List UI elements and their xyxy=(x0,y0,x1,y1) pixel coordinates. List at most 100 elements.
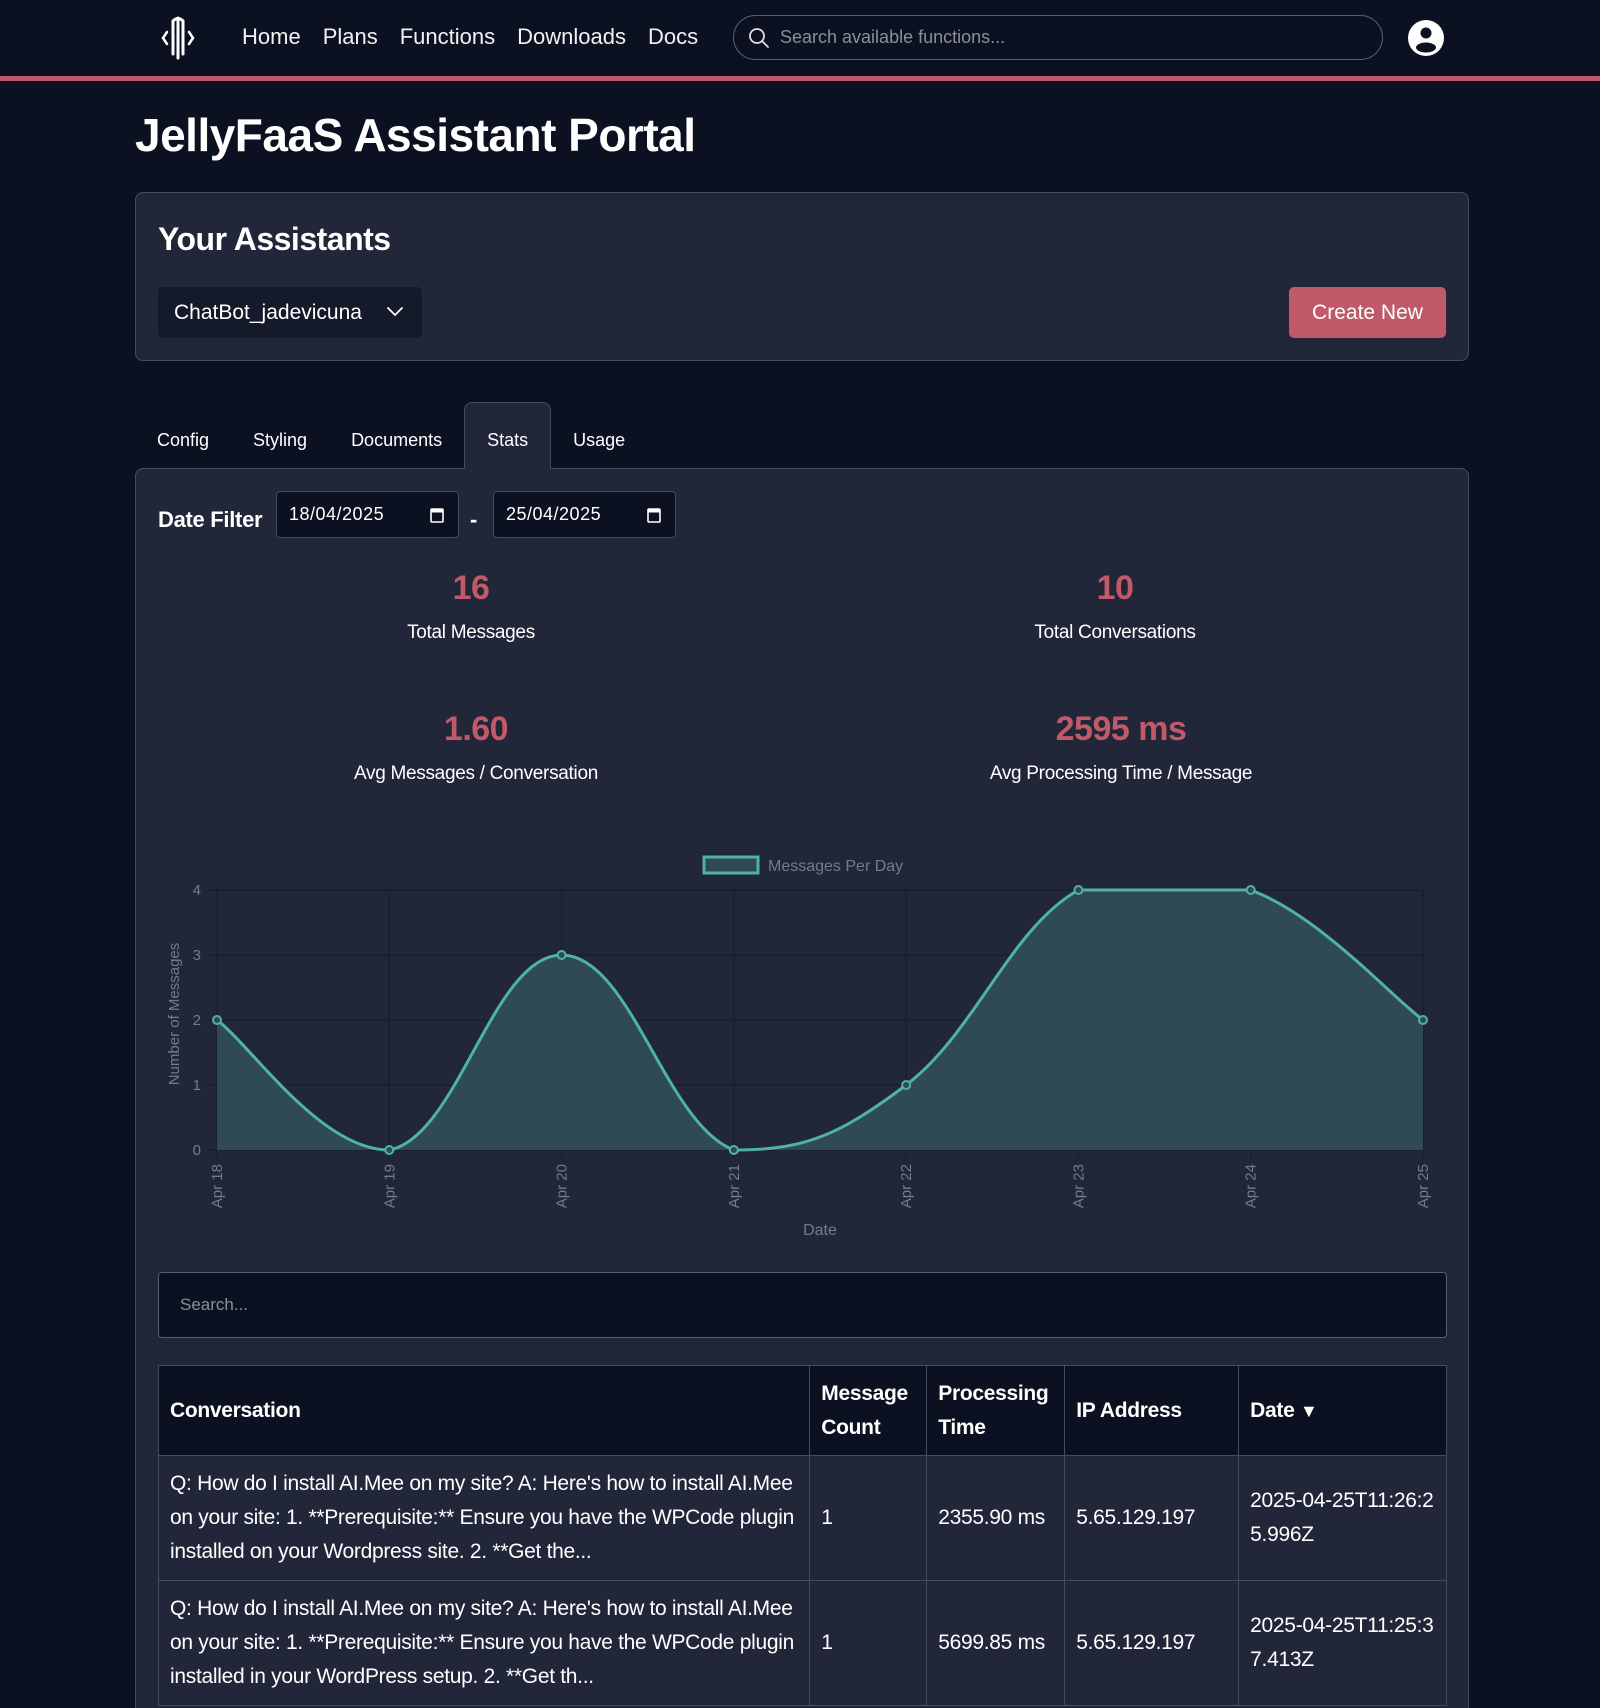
data-point[interactable] xyxy=(1073,885,1084,895)
nav-functions[interactable]: Functions xyxy=(399,24,496,49)
cell-conversation: Q: How do I install AI.Mee on my site? A… xyxy=(157,1580,811,1706)
user-circle-icon[interactable] xyxy=(1407,19,1445,57)
x-tick-label: Apr 21 xyxy=(726,1164,743,1208)
x-axis-label: Date xyxy=(803,1222,837,1239)
header-ip-address[interactable]: IP Address xyxy=(1064,1365,1240,1456)
conversations-table: Conversation Message Count Processing Ti… xyxy=(157,1365,1447,1706)
nav-home[interactable]: Home xyxy=(242,24,301,49)
sort-desc-icon: ▼ xyxy=(1300,1400,1318,1421)
stat-label: Total Messages xyxy=(407,622,535,643)
nav-docs[interactable]: Docs xyxy=(647,24,699,49)
calendar-icon[interactable] xyxy=(647,507,661,523)
header-processing-time[interactable]: Processing Time xyxy=(926,1365,1066,1456)
y-tick-label: 2 xyxy=(193,1012,201,1029)
data-point[interactable] xyxy=(728,1145,739,1155)
header-conversation[interactable]: Conversation xyxy=(157,1365,811,1456)
page-title: JellyFaaS Assistant Portal xyxy=(135,109,696,161)
header-date[interactable]: Date ▼ xyxy=(1238,1365,1447,1456)
stat-value: 2595 ms xyxy=(1055,710,1187,748)
chevron-down-icon xyxy=(387,307,403,317)
table-row[interactable]: Q: How do I install AI.Mee on my site? A… xyxy=(157,1455,1447,1581)
stat-label: Avg Processing Time / Message xyxy=(989,763,1253,784)
date-filter-label: Date Filter xyxy=(158,507,263,532)
y-tick-label: 0 xyxy=(193,1142,201,1159)
calendar-icon[interactable] xyxy=(430,507,444,523)
table-search-input[interactable] xyxy=(180,1295,1380,1315)
x-tick-label: Apr 22 xyxy=(898,1164,915,1208)
y-tick-label: 4 xyxy=(193,882,201,899)
date-to-input[interactable]: 25/04/2025 xyxy=(493,491,676,538)
search-icon xyxy=(749,27,769,48)
stat-total-messages: 16 Total Messages xyxy=(271,569,671,644)
table-header-row: Conversation Message Count Processing Ti… xyxy=(157,1365,1447,1456)
top-nav: Home Plans Functions Downloads Docs xyxy=(0,0,1600,76)
stat-label: Avg Messages / Conversation xyxy=(354,763,598,784)
function-search-input[interactable] xyxy=(780,27,1340,48)
cell-processing-time: 5699.85 ms xyxy=(926,1580,1066,1706)
nav-links: Home Plans Functions Downloads Docs xyxy=(242,22,698,52)
date-from-value: 18/04/2025 xyxy=(289,504,385,524)
assistant-select-value: ChatBot_jadevicuna xyxy=(174,300,362,324)
data-point[interactable] xyxy=(1245,885,1256,895)
cell-date: 2025-04-25T11:26:25.996Z xyxy=(1238,1455,1447,1581)
x-tick-label: Apr 25 xyxy=(1415,1164,1432,1208)
cell-message-count: 1 xyxy=(809,1580,928,1706)
stat-avg-messages: 1.60 Avg Messages / Conversation xyxy=(276,710,676,785)
legend-label: Messages Per Day xyxy=(768,858,903,875)
tab-documents[interactable]: Documents xyxy=(351,429,443,450)
data-point[interactable] xyxy=(556,950,567,960)
tab-stats[interactable]: Stats xyxy=(464,402,552,469)
data-point[interactable] xyxy=(901,1080,912,1090)
x-tick-label: Apr 23 xyxy=(1070,1164,1087,1208)
stats-panel: Date Filter 18/04/2025 - 25/04/2025 16 T… xyxy=(135,468,1469,1708)
data-point[interactable] xyxy=(384,1145,395,1155)
stat-total-conversations: 10 Total Conversations xyxy=(915,569,1315,644)
nav-plans[interactable]: Plans xyxy=(322,24,378,49)
date-from-input[interactable]: 18/04/2025 xyxy=(276,491,459,538)
data-point[interactable] xyxy=(1418,1015,1428,1025)
tab-config[interactable]: Config xyxy=(157,429,210,450)
stat-value: 16 xyxy=(452,569,490,607)
y-axis-label: Number of Messages xyxy=(166,943,183,1086)
legend-swatch xyxy=(702,855,760,875)
table-row[interactable]: Q: How do I install AI.Mee on my site? A… xyxy=(157,1580,1447,1706)
jellyfish-logo-icon[interactable] xyxy=(160,16,196,60)
y-tick-label: 3 xyxy=(193,947,201,964)
y-tick-label: 1 xyxy=(193,1077,201,1094)
stat-avg-processing: 2595 ms Avg Processing Time / Message xyxy=(921,710,1321,785)
tab-styling[interactable]: Styling xyxy=(253,429,308,450)
tab-bar: Config Styling Documents Stats Usage xyxy=(135,402,647,469)
stat-label: Total Conversations xyxy=(1034,622,1196,643)
assistants-title: Your Assistants xyxy=(158,221,391,257)
x-tick-label: Apr 24 xyxy=(1243,1164,1260,1208)
chart-area-fill xyxy=(217,890,1423,1150)
cell-message-count: 1 xyxy=(809,1455,928,1581)
nav-downloads[interactable]: Downloads xyxy=(517,24,626,49)
assistants-card: Your Assistants ChatBot_jadevicuna Creat… xyxy=(135,192,1469,361)
cell-date: 2025-04-25T11:25:37.413Z xyxy=(1238,1580,1447,1706)
chart-y-ticks: 0 1 2 3 4 xyxy=(193,882,201,1159)
x-tick-label: Apr 20 xyxy=(554,1164,571,1208)
function-search[interactable] xyxy=(733,15,1383,60)
stat-value: 1.60 xyxy=(443,710,509,748)
x-tick-label: Apr 18 xyxy=(209,1164,226,1208)
date-separator: - xyxy=(470,507,478,532)
date-to-value: 25/04/2025 xyxy=(506,504,602,524)
create-new-button[interactable]: Create New xyxy=(1289,287,1446,338)
cell-ip-address: 5.65.129.197 xyxy=(1064,1455,1240,1581)
header-message-count[interactable]: Message Count xyxy=(809,1365,928,1456)
data-point[interactable] xyxy=(212,1015,222,1025)
assistant-select[interactable]: ChatBot_jadevicuna xyxy=(158,287,422,338)
x-tick-label: Apr 19 xyxy=(381,1164,398,1208)
cell-ip-address: 5.65.129.197 xyxy=(1064,1580,1240,1706)
stat-value: 10 xyxy=(1096,569,1134,607)
nav-accent-line xyxy=(0,76,1600,81)
cell-processing-time: 2355.90 ms xyxy=(926,1455,1066,1581)
header-date-label: Date xyxy=(1250,1398,1295,1422)
cell-conversation: Q: How do I install AI.Mee on my site? A… xyxy=(157,1455,811,1581)
chart-points xyxy=(212,885,1428,1155)
table-search[interactable] xyxy=(158,1272,1447,1338)
chart-x-ticks: Apr 18 Apr 19 Apr 20 Apr 21 Apr 22 Apr 23 Apr … xyxy=(209,1164,1432,1208)
tab-usage[interactable]: Usage xyxy=(573,429,626,450)
